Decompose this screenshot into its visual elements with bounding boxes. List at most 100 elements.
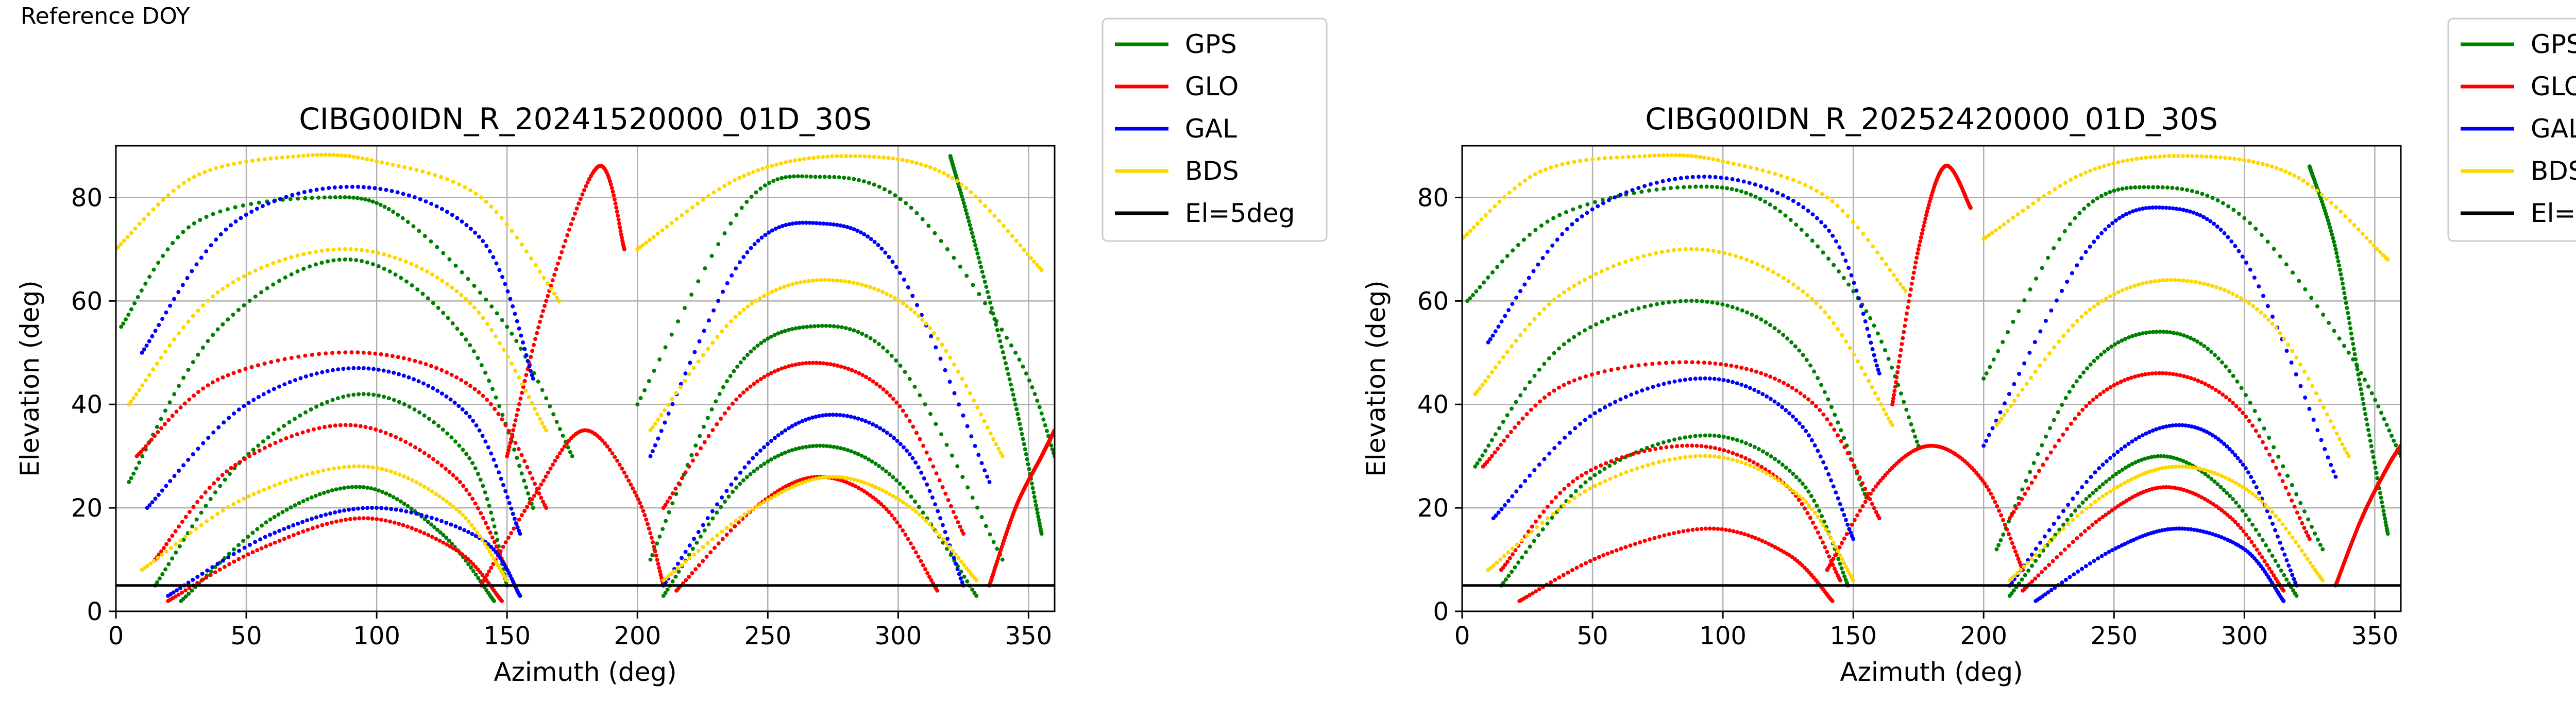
point-glo (1980, 478, 1985, 483)
point-gps (2069, 513, 2074, 518)
point-gps (2062, 229, 2067, 233)
point-gps (779, 330, 784, 334)
point-gal (1496, 324, 1501, 329)
point-bds (257, 490, 261, 494)
point-gps (478, 477, 483, 482)
point-glo (693, 567, 698, 572)
point-glo (1537, 587, 1541, 592)
point-gal (2192, 527, 2196, 532)
point-glo (1609, 550, 1614, 554)
point-glo (2053, 444, 2057, 449)
point-gps (2323, 209, 2327, 213)
point-bds (2277, 518, 2281, 522)
point-glo (191, 505, 196, 509)
point-gps (1841, 276, 1846, 280)
point-gps (1547, 356, 1551, 361)
point-glo (487, 569, 492, 574)
point-gps (161, 253, 165, 258)
point-gal (1843, 259, 1848, 263)
point-glo (1782, 381, 1786, 385)
point-gps (2091, 491, 2095, 495)
point-gal (273, 530, 277, 535)
point-bds (669, 572, 673, 576)
point-gal (344, 184, 349, 189)
point-gal (464, 410, 468, 415)
point-bds (1492, 563, 1496, 568)
point-gal (1760, 392, 1765, 397)
point-bds (2290, 349, 2295, 353)
point-bds (1688, 454, 1692, 459)
point-gps (721, 385, 725, 389)
point-gal (979, 461, 984, 466)
point-gps (1776, 329, 1781, 334)
point-bds (853, 154, 858, 159)
point-bds (831, 474, 835, 479)
point-gps (657, 357, 662, 362)
point-gal (2065, 280, 2070, 284)
point-bds (2022, 564, 2026, 569)
point-glo (231, 371, 236, 375)
point-gps (2333, 247, 2338, 251)
point-gps (2082, 207, 2087, 211)
point-bds (1669, 153, 1674, 158)
point-gps (2366, 384, 2370, 389)
point-gps (2234, 500, 2238, 505)
point-bds (524, 249, 529, 254)
point-gps (1656, 442, 1660, 447)
point-gps (1027, 378, 1031, 383)
point-gps (2382, 417, 2386, 421)
point-glo (249, 365, 254, 369)
point-gps (365, 260, 369, 265)
point-gal (859, 418, 864, 422)
point-glo (716, 541, 721, 546)
point-bds (1875, 250, 1880, 255)
point-glo (2037, 469, 2041, 473)
point-gps (962, 574, 967, 579)
point-gal (969, 434, 974, 439)
point-bds (978, 199, 982, 203)
point-gps (660, 527, 665, 532)
point-glo (553, 458, 557, 463)
point-bds (1640, 465, 1645, 469)
point-gps (2284, 577, 2289, 582)
point-gal (1768, 397, 1773, 401)
point-glo (427, 454, 431, 458)
point-glo (1653, 447, 1658, 451)
point-gps (471, 349, 476, 354)
point-gps (739, 205, 744, 210)
point-gal (164, 310, 168, 315)
point-glo (262, 445, 267, 450)
point-glo (1739, 531, 1743, 536)
point-bds (2100, 494, 2105, 499)
point-gal (838, 413, 842, 417)
point-gps (2046, 255, 2050, 260)
point-bds (189, 530, 193, 535)
point-bds (1852, 352, 1856, 357)
point-glo (1810, 520, 1815, 525)
point-glo (1574, 565, 1579, 570)
point-glo (1921, 228, 1925, 232)
point-glo (1821, 412, 1826, 417)
point-glo (610, 451, 615, 456)
point-glo (710, 428, 715, 433)
point-gal (365, 506, 370, 510)
point-bds (2247, 301, 2251, 306)
point-bds (928, 165, 933, 169)
series-gal (1486, 175, 2338, 603)
point-gal (705, 516, 710, 521)
point-gps (2294, 593, 2299, 598)
point-gps (969, 227, 973, 231)
point-gal (1667, 178, 1671, 182)
point-gps (984, 284, 989, 289)
point-bds (711, 190, 716, 195)
point-gps (218, 484, 223, 488)
point-glo (571, 216, 575, 221)
point-gps (903, 370, 907, 374)
point-bds (513, 368, 518, 373)
point-gal (1987, 433, 1991, 437)
point-gal (505, 289, 510, 294)
point-glo (1919, 235, 1923, 239)
point-gps (455, 327, 460, 331)
point-glo (1855, 469, 1859, 474)
point-gps (1668, 186, 1673, 191)
